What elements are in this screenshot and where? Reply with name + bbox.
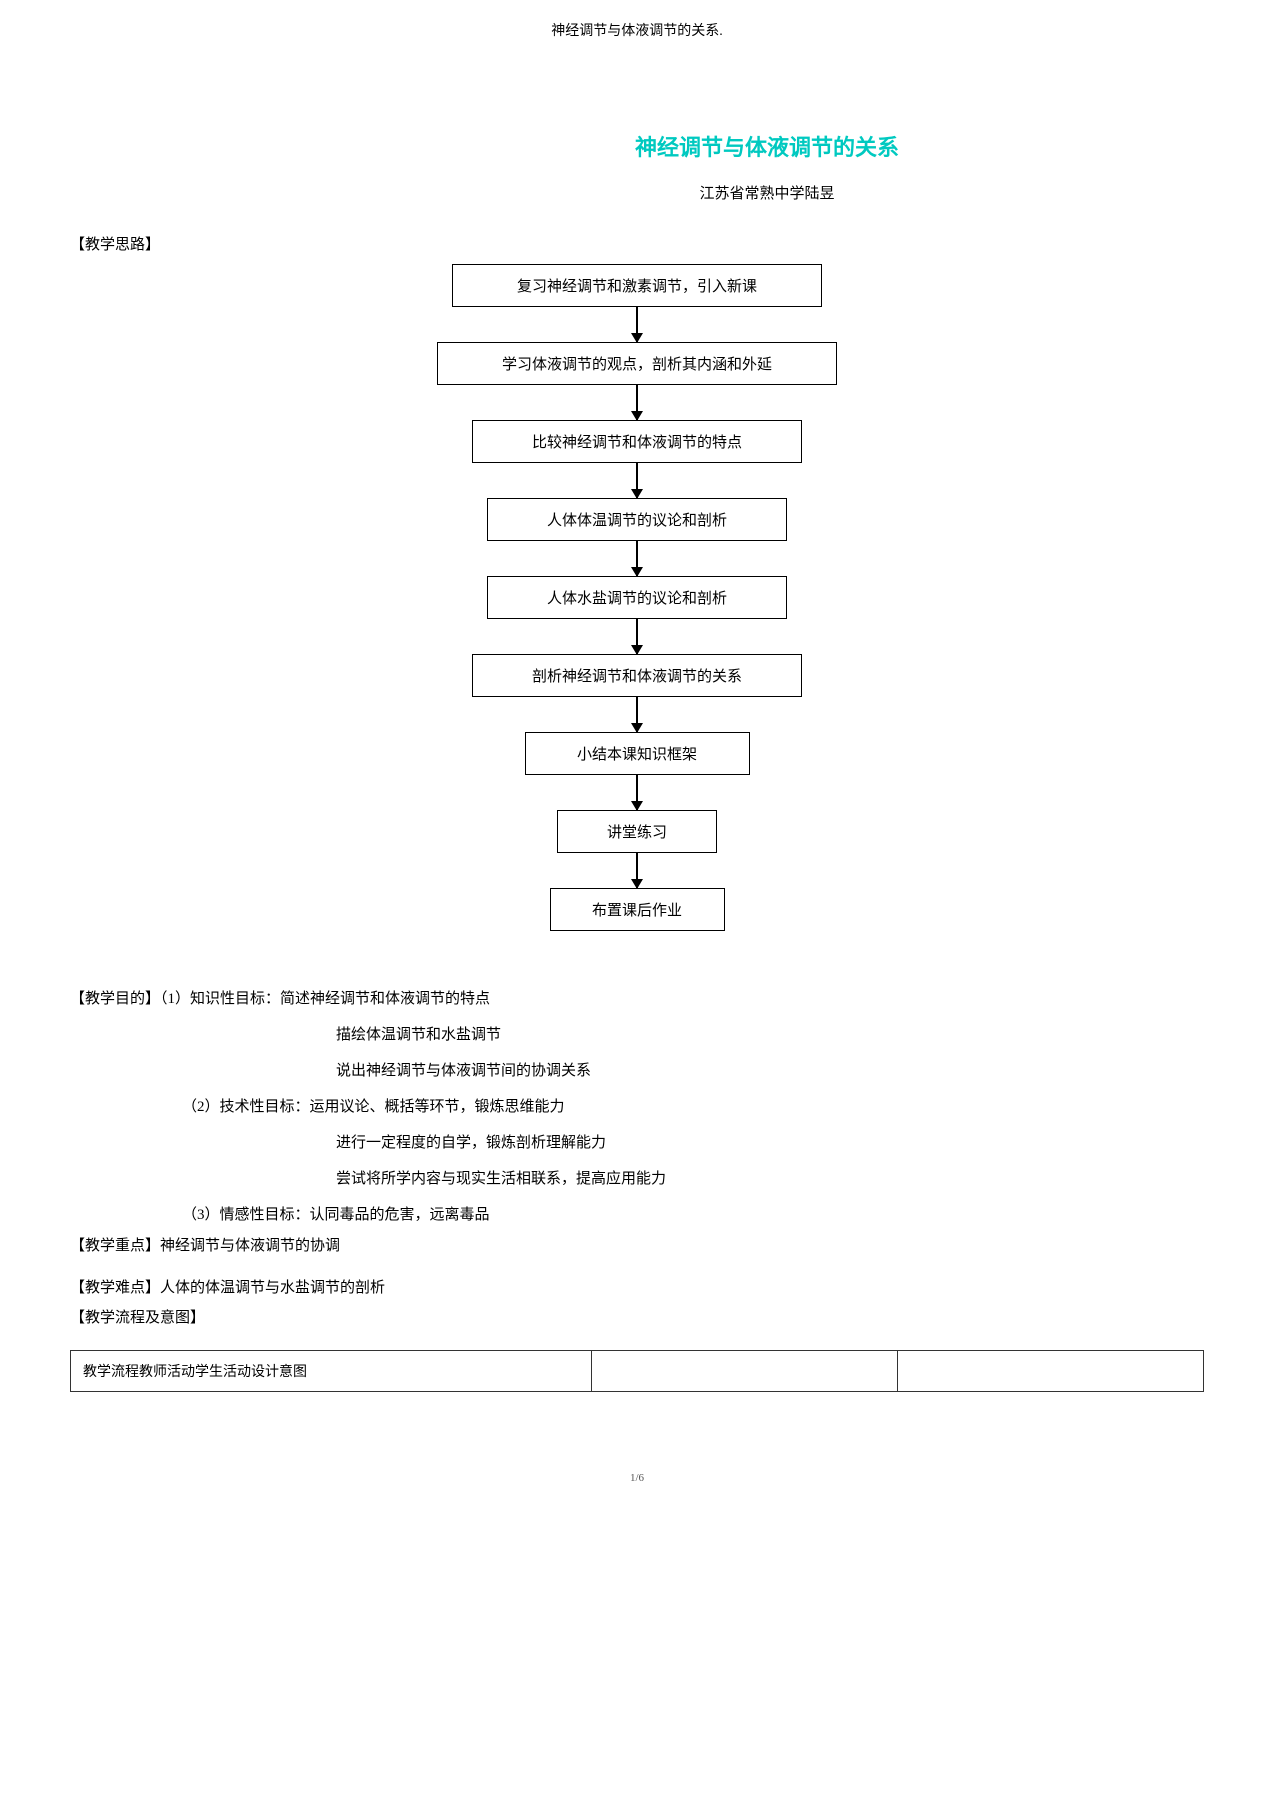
table-cell-empty <box>898 1351 1204 1392</box>
flow-box: 布置课后作业 <box>550 888 725 931</box>
diff-point: 【教学难点】人体的体温调节与水盐调节的剖析 <box>70 1272 1204 1305</box>
teaching-goals: 【教学目的】（1）知识性目标：简述神经调节和体液调节的特点描绘体温调节和水盐调节… <box>70 981 1204 1233</box>
flow-label: 【教学流程及意图】 <box>70 1305 1204 1332</box>
subtitle-author: 江苏省常熟中学陆昱 <box>330 182 1204 203</box>
flow-box: 讲堂练习 <box>557 810 717 853</box>
flow-box: 学习体液调节的观点，剖析其内涵和外延 <box>437 342 837 385</box>
flow-table: 教学流程教师活动学生活动设计意图 <box>70 1350 1204 1392</box>
page-header-small: 神经调节与体液调节的关系. <box>70 20 1204 40</box>
key-point: 【教学重点】神经调节与体液调节的协调 <box>70 1233 1204 1260</box>
table-row: 教学流程教师活动学生活动设计意图 <box>71 1351 1204 1392</box>
page-number: 1/6 <box>70 1472 1204 1484</box>
goal-line: （3）情感性目标：认同毒品的危害，远离毒品 <box>70 1197 1204 1233</box>
flow-arrow-icon <box>636 853 638 888</box>
flow-box: 小结本课知识框架 <box>525 732 750 775</box>
flow-box: 人体体温调节的议论和剖析 <box>487 498 787 541</box>
goal-line: 尝试将所学内容与现实生活相联系，提高应用能力 <box>70 1161 1204 1197</box>
section-thought-label: 【教学思路】 <box>70 233 1204 254</box>
goal-line: 【教学目的】（1）知识性目标：简述神经调节和体液调节的特点 <box>70 981 1204 1017</box>
flow-box: 剖析神经调节和体液调节的关系 <box>472 654 802 697</box>
table-cell-header: 教学流程教师活动学生活动设计意图 <box>71 1351 592 1392</box>
flow-arrow-icon <box>636 307 638 342</box>
flow-box: 比较神经调节和体液调节的特点 <box>472 420 802 463</box>
flow-arrow-icon <box>636 385 638 420</box>
flow-arrow-icon <box>636 775 638 810</box>
flow-arrow-icon <box>636 697 638 732</box>
flow-box: 复习神经调节和激素调节，引入新课 <box>452 264 822 307</box>
main-title: 神经调节与体液调节的关系 <box>330 130 1204 162</box>
goal-line: （2）技术性目标：运用议论、概括等环节，锻炼思维能力 <box>70 1089 1204 1125</box>
teaching-flowchart: 复习神经调节和激素调节，引入新课学习体液调节的观点，剖析其内涵和外延比较神经调节… <box>70 264 1204 931</box>
table-cell-empty <box>592 1351 898 1392</box>
goal-line: 说出神经调节与体液调节间的协调关系 <box>70 1053 1204 1089</box>
goal-line: 描绘体温调节和水盐调节 <box>70 1017 1204 1053</box>
goal-line: 进行一定程度的自学，锻炼剖析理解能力 <box>70 1125 1204 1161</box>
flow-arrow-icon <box>636 463 638 498</box>
flow-arrow-icon <box>636 619 638 654</box>
flow-box: 人体水盐调节的议论和剖析 <box>487 576 787 619</box>
flow-arrow-icon <box>636 541 638 576</box>
